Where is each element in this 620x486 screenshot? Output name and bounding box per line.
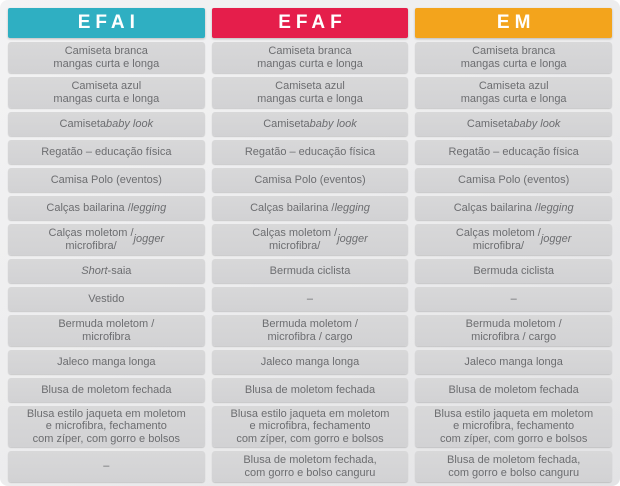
table-cell: Blusa estilo jaqueta em moletom e microf… bbox=[211, 406, 409, 447]
table-cell: Camiseta azul mangas curta e longa bbox=[415, 77, 612, 108]
column-header-em: EM bbox=[415, 8, 612, 38]
table-cell: Camiseta baby look bbox=[415, 112, 612, 136]
table-cell: Bermuda moletom / microfibra / cargo bbox=[211, 315, 409, 346]
table-cell: Camiseta baby look bbox=[211, 112, 409, 136]
table-cell: Regatão – educação física bbox=[415, 140, 612, 164]
table-cell: Camiseta branca mangas curta e longa bbox=[211, 42, 409, 73]
table-cell: Bermuda moletom / microfibra / cargo bbox=[415, 315, 612, 346]
table-cell: Regatão – educação física bbox=[8, 140, 205, 164]
table-cell: Camiseta baby look bbox=[8, 112, 205, 136]
table-cell: Camiseta branca mangas curta e longa bbox=[415, 42, 612, 73]
table-cell: Bermuda moletom / microfibra bbox=[8, 315, 205, 346]
uniform-table: EFAI EFAF EM Camiseta branca mangas curt… bbox=[8, 8, 612, 482]
table-cell: Blusa estilo jaqueta em moletom e microf… bbox=[8, 406, 205, 447]
table-cell: Jaleco manga longa bbox=[415, 350, 612, 374]
table-cell: Camiseta branca mangas curta e longa bbox=[8, 42, 205, 73]
table-cell: Camiseta azul mangas curta e longa bbox=[8, 77, 205, 108]
table-cell-empty: – bbox=[211, 287, 409, 311]
table-cell: Blusa estilo jaqueta em moletom e microf… bbox=[415, 406, 612, 447]
column-header-efai: EFAI bbox=[8, 8, 205, 38]
column-header-efaf: EFAF bbox=[211, 8, 409, 38]
table-cell: Camisa Polo (eventos) bbox=[211, 168, 409, 192]
table-cell: Vestido bbox=[8, 287, 205, 311]
table-cell: Jaleco manga longa bbox=[211, 350, 409, 374]
table-cell: Blusa de moletom fechada, com gorro e bo… bbox=[415, 451, 612, 482]
table-cell: Bermuda ciclista bbox=[211, 259, 409, 283]
table-cell: Blusa de moletom fechada bbox=[415, 378, 612, 402]
table-cell: Calças moletom / microfibra/ jogger bbox=[415, 224, 612, 255]
table-cell-empty: – bbox=[8, 451, 205, 482]
table-cell: Calças bailarina / legging bbox=[415, 196, 612, 220]
table-cell: Camiseta azul mangas curta e longa bbox=[211, 77, 409, 108]
table-cell: Bermuda ciclista bbox=[415, 259, 612, 283]
table-cell: Jaleco manga longa bbox=[8, 350, 205, 374]
table-cell: Blusa de moletom fechada bbox=[211, 378, 409, 402]
table-cell: Calças bailarina / legging bbox=[8, 196, 205, 220]
table-cell: Short -saia bbox=[8, 259, 205, 283]
table-cell: Blusa de moletom fechada, com gorro e bo… bbox=[211, 451, 409, 482]
table-cell: Calças moletom / microfibra/ jogger bbox=[211, 224, 409, 255]
table-cell: Regatão – educação física bbox=[211, 140, 409, 164]
table-cell: Calças moletom / microfibra/ jogger bbox=[8, 224, 205, 255]
table-cell: Blusa de moletom fechada bbox=[8, 378, 205, 402]
table-cell: Camisa Polo (eventos) bbox=[415, 168, 612, 192]
table-cell: Camisa Polo (eventos) bbox=[8, 168, 205, 192]
table-cell-empty: – bbox=[415, 287, 612, 311]
table-cell: Calças bailarina / legging bbox=[211, 196, 409, 220]
